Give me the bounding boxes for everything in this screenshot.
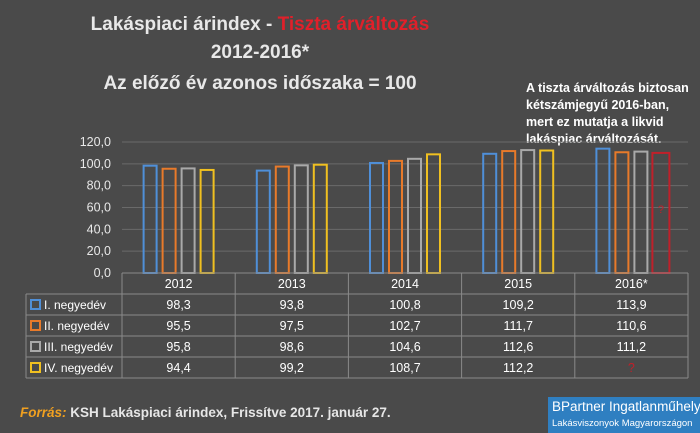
data-label: 109,2: [503, 298, 534, 312]
source-line: Forrás: KSH Lakáspiaci árindex, Frissítv…: [20, 405, 391, 420]
bar-unknown-mark: ?: [658, 204, 664, 216]
bar: [595, 147, 611, 274]
data-label: 102,7: [389, 319, 420, 333]
bar: [274, 165, 290, 274]
bar: [426, 153, 441, 274]
data-label: 97,5: [280, 319, 304, 333]
data-label: 95,5: [166, 319, 190, 333]
data-label: 95,8: [166, 340, 190, 354]
data-label: 110,6: [616, 319, 646, 333]
bar: [388, 159, 403, 274]
legend-swatch: [30, 299, 41, 310]
data-label: 98,3: [166, 298, 190, 312]
y-tick-label: 100,0: [80, 157, 111, 171]
bar: [520, 149, 536, 275]
brand-logo-line2: Lakásviszonyok Magyarországon: [552, 418, 693, 429]
bar: [312, 163, 328, 274]
bar: [482, 152, 498, 274]
bar: [407, 157, 422, 274]
x-tick-label: 2015: [504, 277, 532, 291]
x-tick-label: 2014: [391, 277, 419, 291]
x-tick-label: 2016*: [615, 277, 648, 291]
data-label: 113,9: [616, 298, 646, 312]
data-label: 98,6: [280, 340, 304, 354]
data-label: 112,2: [503, 361, 533, 375]
data-label: 94,4: [166, 361, 190, 375]
bar: [369, 161, 384, 275]
legend-label: II. negyedév: [44, 319, 109, 333]
bar: [293, 164, 309, 274]
chart-subtitle: Az előző év azonos időszaka = 100: [103, 73, 417, 94]
data-label: 112,6: [503, 340, 533, 354]
source-text: KSH Lakáspiaci árindex, Frissítve 2017. …: [66, 405, 391, 420]
chart-title-highlight: Tiszta árváltozás: [277, 14, 430, 35]
chart-title-years: 2012-2016*: [210, 42, 310, 63]
bar: [614, 151, 630, 275]
x-tick-label: 2013: [278, 277, 306, 291]
data-label: 99,2: [280, 361, 304, 375]
chart-area: 0,0 20,0 40,0 60,0 80,0 100,0 120,0? 2012 2013 20…: [25, 135, 689, 379]
y-tick-label: 40,0: [87, 222, 111, 236]
data-label: 108,7: [389, 361, 420, 375]
data-label: 93,8: [280, 298, 304, 312]
legend-swatch: [30, 320, 41, 331]
data-label: 111,7: [503, 319, 532, 333]
chart-title-prefix: Lakáspiaci árindex -: [90, 14, 278, 35]
source-label: Forrás:: [20, 405, 67, 420]
bar: [539, 149, 555, 274]
data-label-unknown: ?: [628, 361, 635, 375]
bar: [161, 167, 177, 274]
legend-label: IV. negyedév: [44, 361, 113, 375]
x-tick-label: 2012: [165, 277, 193, 291]
data-label: 104,6: [389, 340, 420, 354]
bar: [501, 150, 517, 274]
y-tick-label: 120,0: [80, 135, 111, 149]
y-tick-label: 60,0: [87, 201, 111, 215]
y-tick-label: 80,0: [87, 179, 111, 193]
brand-logo: BPartner Ingatlanműhely Lakásviszonyok M…: [548, 397, 700, 433]
bar: [180, 167, 196, 274]
legend-swatch: [30, 341, 41, 352]
data-label: 111,2: [617, 340, 646, 354]
bar: [142, 164, 158, 274]
y-tick-label: 20,0: [87, 244, 111, 258]
legend-label: III. negyedév: [44, 340, 113, 354]
brand-logo-line1: BPartner Ingatlanműhely: [552, 399, 700, 414]
legend-label: I. negyedév: [44, 298, 106, 312]
data-label: 100,8: [389, 298, 420, 312]
legend-swatch: [30, 362, 41, 373]
chart-title: Lakáspiaci árindex - Tiszta árváltozás: [0, 14, 520, 36]
y-tick-label: 0,0: [94, 266, 111, 280]
bar: [633, 150, 649, 275]
